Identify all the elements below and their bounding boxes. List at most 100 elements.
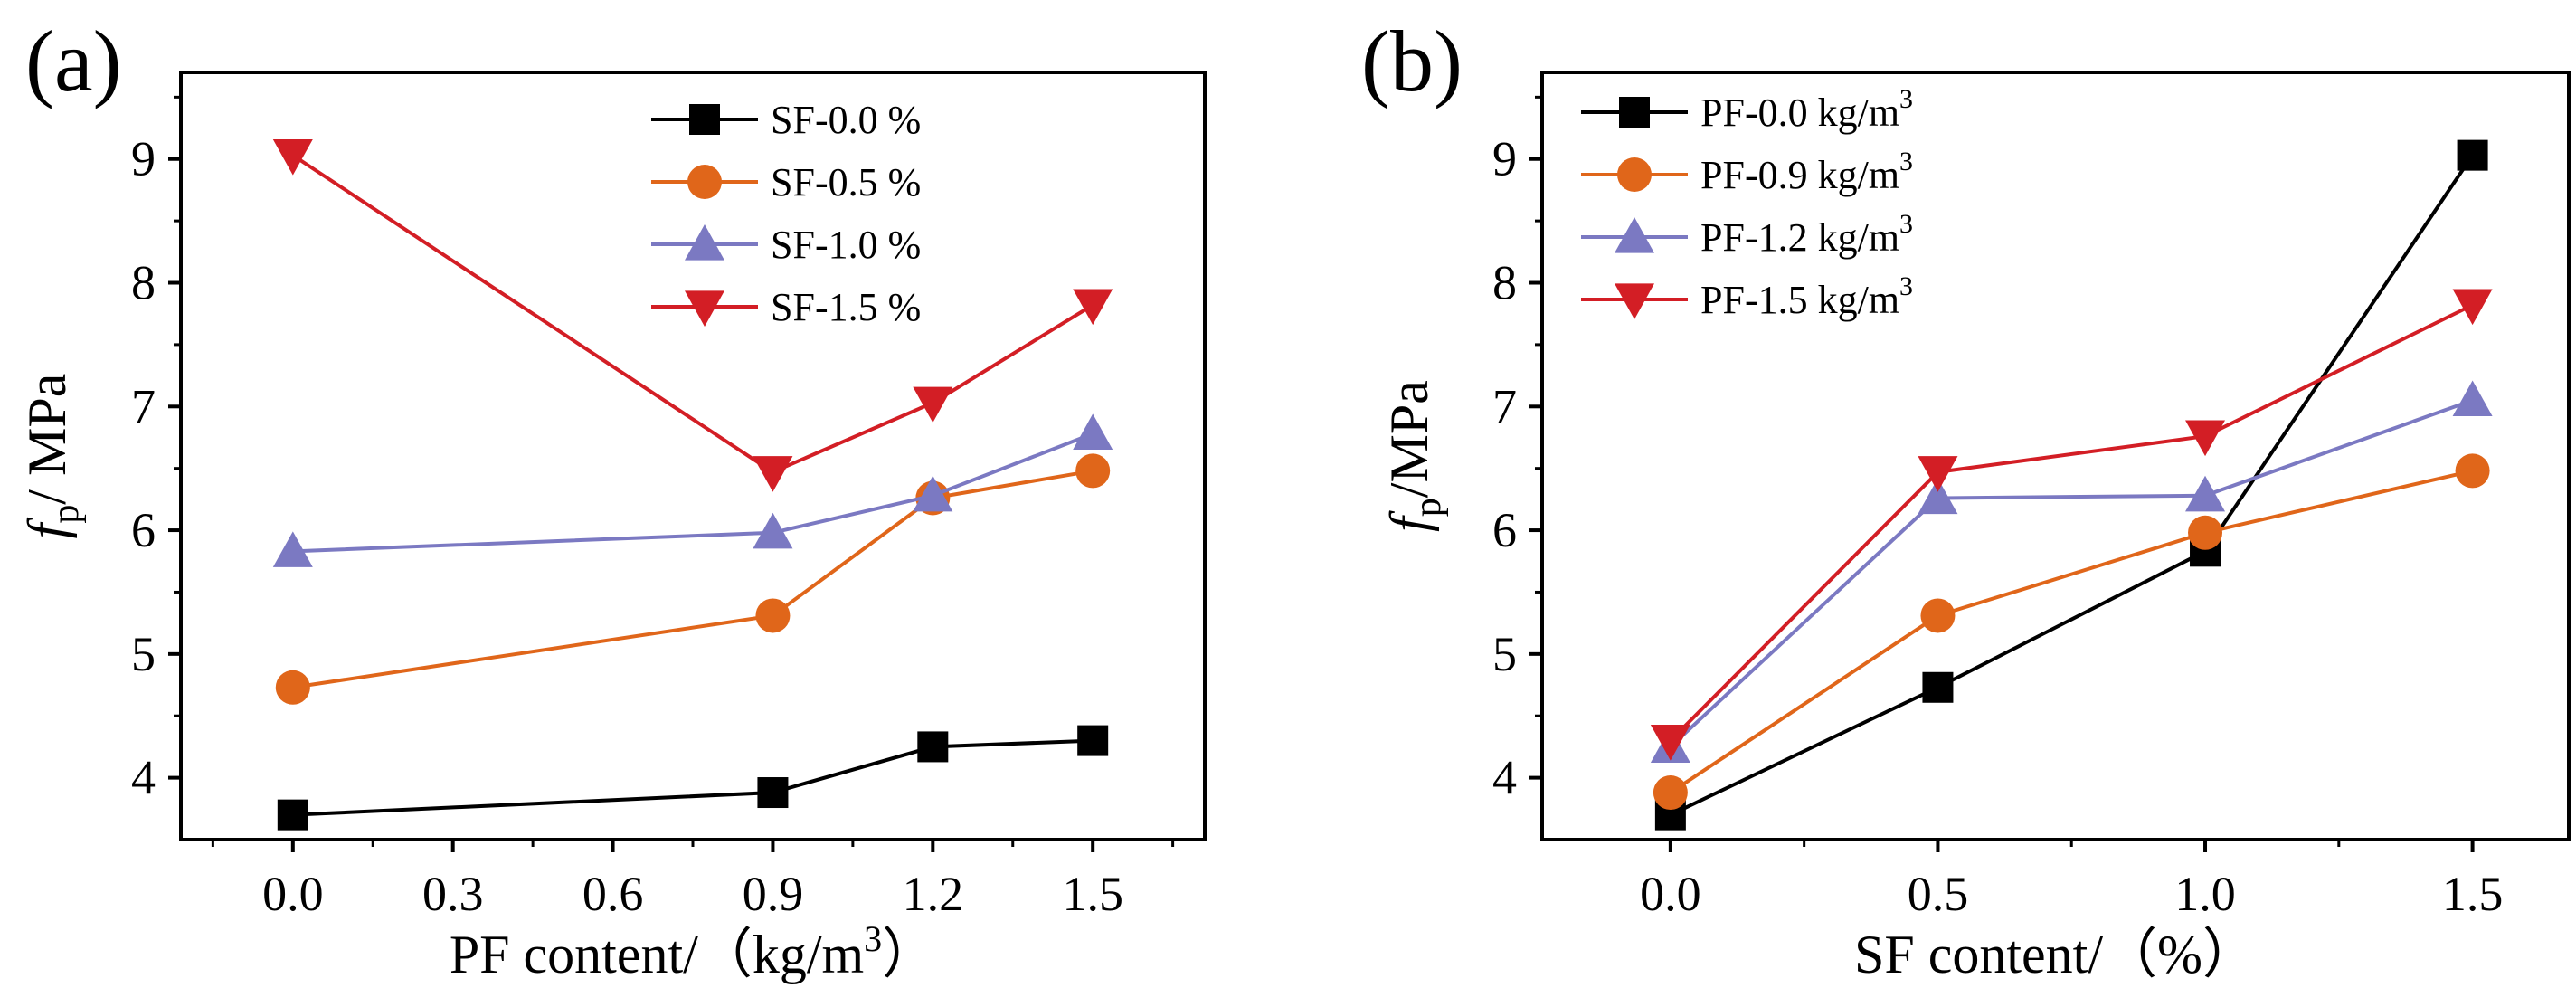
x-axis-title-unit: （% [2103,925,2202,984]
series-line [1669,303,2474,742]
data-point [753,456,793,492]
data-point [1077,725,1109,756]
y-tick-label: 4 [131,751,156,805]
y-axis-title-subscript: p [1407,498,1449,517]
data-point [1075,453,1111,489]
data-point [755,598,791,633]
data-point [913,475,953,512]
series-line [291,153,1094,475]
legend-label: SF-0.5 % [771,160,921,204]
legend-marker [1615,217,1654,253]
y-tick-label: 9 [131,132,156,186]
series-line [292,738,1094,817]
plot-frame [1540,71,2571,841]
data-point [2452,380,2493,417]
series-0 [277,725,1109,831]
legend-label: PF-1.2 kg/m3 [1700,209,1913,260]
y-axis-title-unit: / MPa [17,374,77,505]
x-axis-title-close: ） [882,925,936,984]
x-tick-label: 1.0 [2174,867,2236,921]
x-tick-label: 0.3 [422,867,484,921]
series-3 [1650,289,2493,761]
y-tick-label: 5 [131,627,156,681]
series-line [292,432,1094,554]
series-1 [275,453,1111,705]
data-point [1653,775,1688,811]
legend-marker [685,224,724,261]
data-point [2457,139,2488,171]
x-tick-label: 0.6 [582,867,644,921]
y-tick-label: 5 [1492,627,1517,681]
legend-label-main: PF-1.2 kg/m [1700,215,1899,260]
legend-label: SF-0.0 % [771,98,921,142]
y-tick-label: 8 [131,256,156,310]
data-point [272,531,313,567]
data-point [1922,671,1954,703]
x-tick-label: 0.0 [262,867,324,921]
series-3 [272,139,1113,492]
series-line [1669,469,2474,794]
x-tick-label: 0.5 [1908,867,1969,921]
legend-label-main: SF-0.0 % [771,98,921,142]
data-point [275,670,310,705]
x-tick-label: 0.0 [1640,867,1701,921]
data-point [753,512,793,549]
data-point [1073,413,1113,450]
legend-label-main: PF-0.9 kg/m [1700,153,1899,197]
legend-marker [1617,157,1652,192]
legend-label: SF-1.5 % [771,285,921,329]
data-point [1918,478,1958,515]
legend-marker [689,104,720,135]
legend-label-main: SF-1.0 % [771,223,921,267]
panel-label: (b) [1361,13,1463,109]
panel-label: (a) [25,13,122,109]
data-point [272,139,313,176]
legend: SF-0.0 % SF-0.5 % SF-1.0 % SF-1.5 % [651,98,921,329]
legend-label-main: PF-1.5 kg/m [1700,278,1899,322]
legend-marker [1615,283,1654,319]
data-point [277,799,308,831]
x-axis-title-superscript: 3 [864,918,882,959]
data-point [1650,724,1690,761]
x-axis-title-close: ） [2202,925,2257,984]
y-tick-label: 7 [1492,379,1517,433]
legend-label: PF-0.0 kg/m3 [1700,84,1913,135]
data-point [2188,515,2223,550]
y-tick-label: 8 [1492,256,1517,310]
y-tick-label: 7 [131,379,156,433]
legend-label: PF-1.5 kg/m3 [1700,271,1913,322]
series-line [1670,154,2475,817]
legend-label: PF-0.9 kg/m3 [1700,147,1913,197]
y-axis-title-subscript: p [45,505,87,524]
legend-label-sup: 3 [1899,271,1913,301]
data-point [757,777,789,809]
series-line [1669,398,2474,748]
data-point [2185,420,2226,457]
legend-label: SF-1.0 % [771,223,921,267]
x-axis-title-unit: （kg/m [698,925,864,984]
y-axis-title: fp/MPa [1379,380,1449,532]
data-point [2185,475,2226,512]
data-point [1073,289,1113,326]
data-point [2455,453,2490,489]
data-point [1920,598,1956,633]
y-tick-label: 9 [1492,132,1517,186]
x-axis-title-label: PF content/ [450,925,698,984]
y-axis-title: fp/ MPa [17,374,87,539]
y-axis-title-unit: /MPa [1379,380,1439,498]
legend-marker [687,165,722,199]
y-tick-label: 4 [1492,751,1517,805]
legend-label-sup: 3 [1899,84,1913,114]
legend-marker [685,290,724,327]
x-axis-title: SF content/（%） [1854,925,2257,984]
x-tick-label: 0.9 [743,867,804,921]
legend-label-sup: 3 [1899,209,1913,239]
x-axis-title: PF content/（kg/m3） [450,918,936,984]
data-point [2452,289,2493,326]
x-tick-label: 1.5 [1062,867,1123,921]
legend-marker [1619,97,1650,128]
legend-label-main: SF-0.5 % [771,160,921,204]
